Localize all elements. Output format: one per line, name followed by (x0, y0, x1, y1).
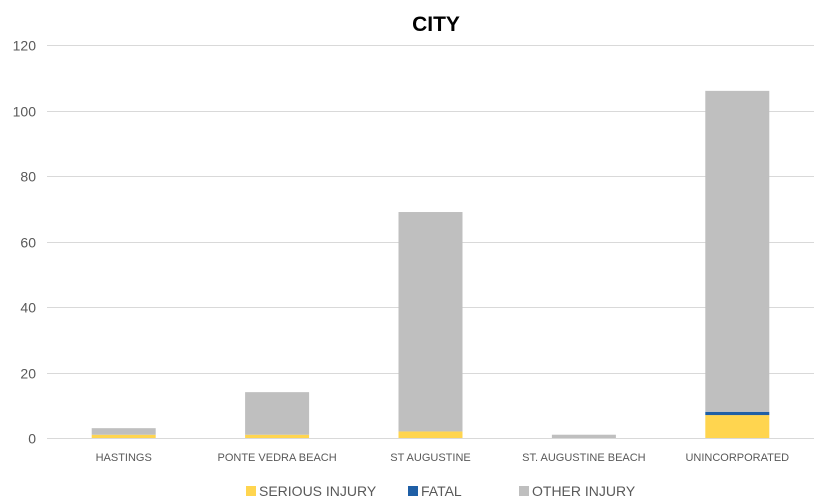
bar-segment-fatal-4 (705, 411, 770, 416)
legend-label-2: OTHER INJURY (532, 483, 636, 499)
legend-swatch-1 (408, 486, 418, 496)
x-category-label: PONTE VEDRA BEACH (217, 452, 336, 464)
bar-segment-serious-injury-1 (245, 434, 310, 438)
legend-label-0: SERIOUS INJURY (259, 483, 377, 499)
legend-swatch-2 (519, 486, 529, 496)
y-tick-label: 100 (13, 104, 37, 120)
bar-segment-serious-injury-4 (705, 415, 770, 438)
chart-title: CITY (412, 13, 460, 36)
bar-segment-other-injury-0 (91, 428, 156, 435)
bar-segment-serious-injury-0 (91, 434, 156, 438)
legend: SERIOUS INJURY FATAL OTHER INJURY (246, 483, 636, 499)
bar-segment-serious-injury-2 (398, 431, 463, 438)
x-category-label: HASTINGS (96, 452, 152, 464)
y-axis-tick-labels: 0 20 40 60 80 100 120 (13, 38, 37, 447)
y-tick-label: 80 (20, 169, 36, 185)
x-category-label: ST AUGUSTINE (390, 452, 470, 464)
x-category-label: ST. AUGUSTINE BEACH (522, 452, 646, 464)
bar-segment-other-injury-3 (551, 434, 616, 438)
bar-segment-other-injury-1 (245, 392, 310, 435)
y-tick-label: 20 (20, 366, 36, 382)
x-axis-category-labels: HASTINGS PONTE VEDRA BEACH ST AUGUSTINE ST.… (96, 452, 790, 464)
x-category-label: UNINCORPORATED (685, 452, 789, 464)
y-tick-label: 60 (20, 235, 36, 251)
bars (91, 90, 770, 438)
bar-segment-other-injury-2 (398, 212, 463, 432)
legend-label-1: FATAL (421, 483, 462, 499)
y-tick-label: 40 (20, 300, 36, 316)
y-tick-label: 0 (28, 431, 36, 447)
legend-swatch-0 (246, 486, 256, 496)
y-tick-label: 120 (13, 38, 37, 54)
bar-segment-other-injury-4 (705, 90, 770, 412)
